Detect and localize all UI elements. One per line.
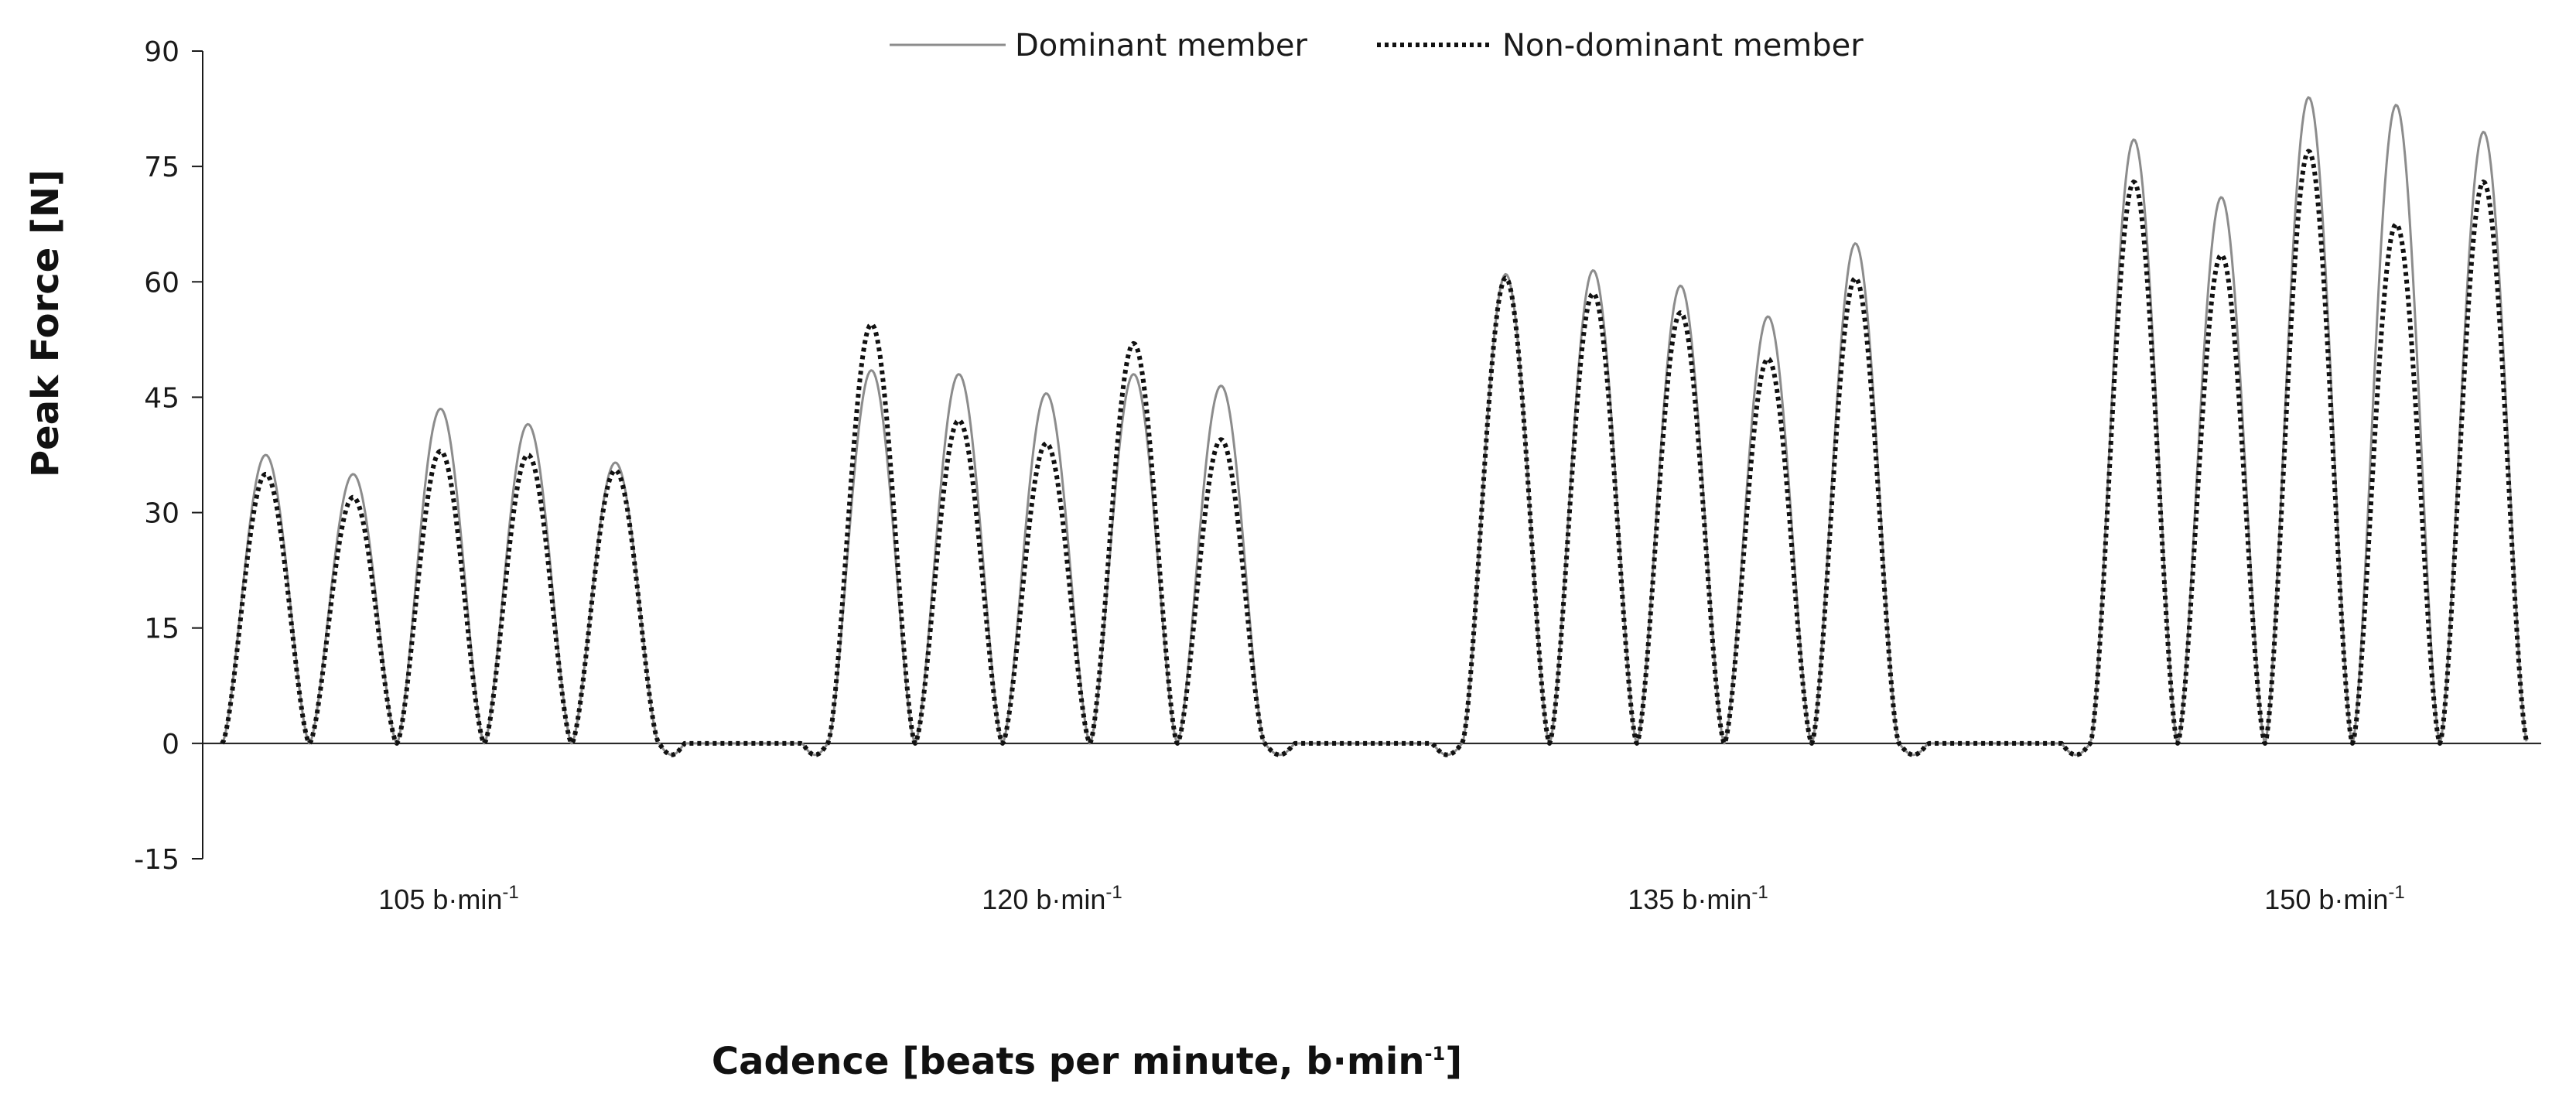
y-axis-title: Peak Force [N] xyxy=(24,169,67,477)
y-tick-label: 75 xyxy=(144,152,179,183)
cadence-group-label: 150 b·min-1 xyxy=(2264,882,2404,915)
series-line-non-dominant xyxy=(220,149,2529,757)
cadence-group-label: 105 b·min-1 xyxy=(378,882,518,915)
cadence-group-label: 120 b·min-1 xyxy=(982,882,1122,915)
group-label-sup: -1 xyxy=(1105,882,1122,903)
y-tick-label: 15 xyxy=(144,614,179,645)
legend-label-non-dominant: Non-dominant member xyxy=(1502,28,1864,63)
legend: Dominant member Non-dominant member xyxy=(890,28,1864,63)
series-line-dominant xyxy=(220,96,2528,757)
group-label-text: 135 b·min xyxy=(1628,884,1751,915)
group-label-text: 120 b·min xyxy=(982,884,1105,915)
group-label-sup: -1 xyxy=(502,882,518,903)
x-axis-title-sup: -1 xyxy=(1425,1043,1446,1065)
group-label-text: 105 b·min xyxy=(378,884,502,915)
group-label-text: 150 b·min xyxy=(2264,884,2388,915)
y-tick-label: 90 xyxy=(144,36,179,68)
cadence-group-label: 135 b·min-1 xyxy=(1628,882,1768,915)
y-tick-label: 0 xyxy=(162,729,179,760)
group-label-sup: -1 xyxy=(2388,882,2404,903)
y-tick-label: 30 xyxy=(144,498,179,530)
legend-label-dominant: Dominant member xyxy=(1015,28,1308,63)
y-tick-label: 45 xyxy=(144,382,179,414)
y-tick-label: -15 xyxy=(134,844,179,876)
x-axis-title-main: Cadence [beats per minute, b·min xyxy=(712,1040,1425,1083)
group-label-sup: -1 xyxy=(1751,882,1768,903)
y-ticks: 90 75 60 45 30 15 0 -15 xyxy=(134,36,203,876)
series-lines xyxy=(220,96,2529,757)
x-axis-title: Cadence [beats per minute, b·min-1] xyxy=(712,1040,1462,1083)
cadence-group-labels: 105 b·min-1 120 b·min-1 135 b·min-1 150 b·m… xyxy=(378,882,2404,915)
axes xyxy=(202,51,2541,859)
y-tick-label: 60 xyxy=(144,267,179,299)
x-axis-title-end: ] xyxy=(1445,1040,1462,1083)
